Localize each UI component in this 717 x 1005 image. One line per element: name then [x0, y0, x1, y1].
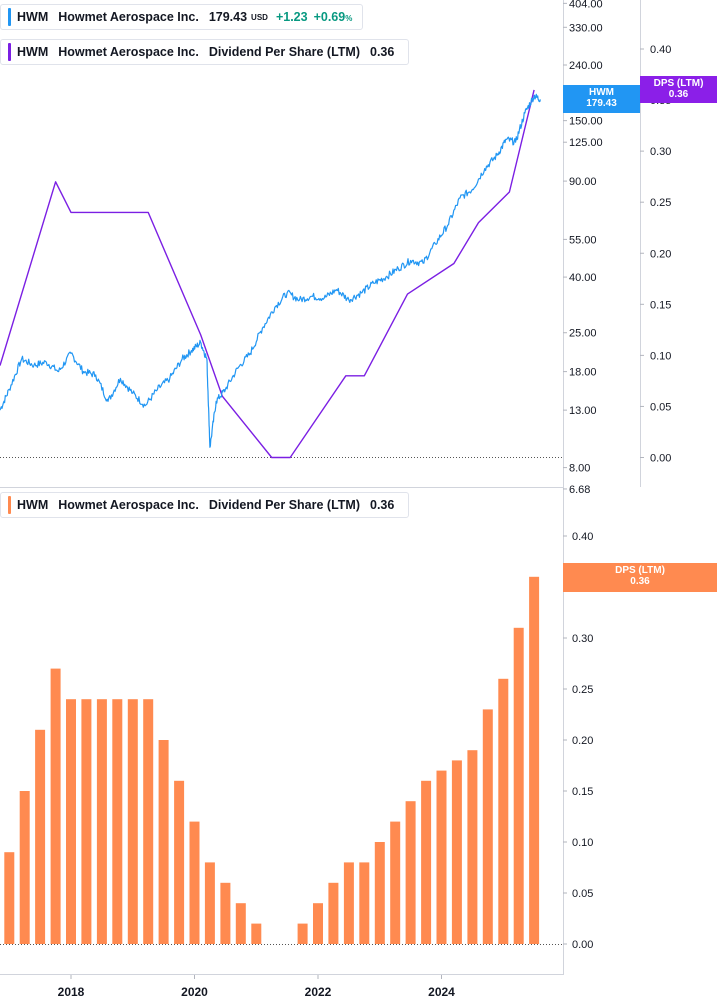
- dps-axis-label-top: 0.40: [650, 44, 671, 56]
- hwm-price-tag-symbol: HWM: [589, 87, 614, 98]
- dps-bar[interactable]: [405, 801, 416, 944]
- dps-legend-bottom-indicator: Dividend Per Share (LTM): [208, 498, 360, 512]
- bar-axis-label: 0.05: [572, 888, 593, 900]
- dps-legend-top[interactable]: HWM Howmet Aerospace Inc. Dividend Per S…: [0, 39, 410, 65]
- dps-legend-bottom-value: 0.36: [370, 498, 395, 512]
- price-axis-label: 150.00: [569, 116, 603, 128]
- dps-bar[interactable]: [66, 699, 76, 944]
- price-axis-label: 90.00: [569, 176, 597, 188]
- dps-legend-top-company: Howmet Aerospace Inc.: [58, 45, 199, 59]
- dps-legend-top-swatch: [8, 43, 11, 61]
- bar-axis-label: 0.15: [572, 786, 593, 798]
- dps-bar[interactable]: [112, 699, 123, 944]
- price-axis-label: 18.00: [569, 367, 597, 379]
- dps-bar[interactable]: [467, 750, 478, 944]
- dps-bar[interactable]: [297, 923, 308, 944]
- dps-bar[interactable]: [189, 821, 200, 944]
- time-axis-label: 2018: [58, 985, 85, 999]
- price-axis-label: 6.68: [569, 484, 590, 496]
- dps-legend-top-symbol: HWM: [17, 45, 49, 59]
- dps-bar[interactable]: [35, 729, 46, 944]
- dps-axis-label-top: 0.10: [650, 350, 671, 362]
- dps-axis-label-top: 0.00: [650, 453, 671, 465]
- bar-axis-label: 0.00: [572, 939, 593, 951]
- dps-tag-bottom-value: 0.36: [630, 576, 650, 587]
- dps-bar[interactable]: [421, 780, 432, 944]
- dps-bar[interactable]: [220, 882, 231, 944]
- price-axis-label: 240.00: [569, 60, 603, 72]
- dps-line[interactable]: [0, 89, 535, 459]
- dps-legend-top-indicator: Dividend Per Share (LTM): [208, 45, 360, 59]
- price-axis-label: 40.00: [569, 272, 597, 284]
- dps-axis-label-top: 0.05: [650, 401, 671, 413]
- price-legend-value: 179.43: [208, 10, 248, 24]
- dps-bar[interactable]: [498, 678, 509, 944]
- price-axis-label: 8.00: [569, 463, 590, 475]
- hwm-price-tag-value: 179.43: [586, 98, 617, 109]
- bar-axis-label: 0.20: [572, 735, 593, 747]
- price-axis-label: 125.00: [569, 137, 603, 149]
- price-legend[interactable]: HWM Howmet Aerospace Inc. 179.43 USD +1.…: [0, 4, 364, 30]
- price-axis-label: 13.00: [569, 405, 597, 417]
- price-legend-change: +1.23: [275, 10, 308, 24]
- dps-bar[interactable]: [50, 668, 61, 944]
- price-legend-company: Howmet Aerospace Inc.: [58, 10, 199, 24]
- hwm-price-line[interactable]: [0, 93, 541, 448]
- dps-bar[interactable]: [96, 699, 107, 944]
- price-axis-label: 55.00: [569, 234, 597, 246]
- time-axis-label: 2020: [181, 985, 208, 999]
- dps-bar[interactable]: [390, 821, 401, 944]
- dps-bar[interactable]: [451, 760, 462, 944]
- dps-legend-bottom-symbol: HWM: [17, 498, 49, 512]
- dps-bar[interactable]: [529, 576, 540, 944]
- dps-bar[interactable]: [313, 903, 323, 944]
- dps-legend-bottom-company: Howmet Aerospace Inc.: [58, 498, 199, 512]
- dps-bar[interactable]: [251, 923, 262, 944]
- dps-axis-label-top: 0.15: [650, 299, 671, 311]
- dps-bar[interactable]: [81, 699, 92, 944]
- dps-bar[interactable]: [204, 862, 215, 944]
- dps-bar[interactable]: [482, 709, 493, 944]
- dps-bar[interactable]: [127, 699, 138, 944]
- dps-bar[interactable]: [328, 882, 339, 944]
- dps-bar[interactable]: [359, 862, 370, 944]
- price-legend-currency: USD: [251, 12, 268, 22]
- dps-bar[interactable]: [174, 780, 185, 944]
- dps-axis-label-top: 0.20: [650, 248, 671, 260]
- dps-tag-top: DPS (LTM) 0.36: [640, 76, 717, 103]
- dps-bar[interactable]: [513, 627, 524, 944]
- dps-bar[interactable]: [235, 903, 246, 944]
- price-legend-symbol: HWM: [17, 10, 49, 24]
- time-axis-label: 2024: [428, 985, 455, 999]
- dps-bar[interactable]: [436, 770, 447, 944]
- bar-axis-label: 0.25: [572, 684, 593, 696]
- dps-legend-top-value: 0.36: [370, 45, 395, 59]
- dps-axis-label-top: 0.25: [650, 197, 671, 209]
- dps-axis-label-top: 0.30: [650, 146, 671, 158]
- dps-tag-top-value: 0.36: [668, 89, 689, 100]
- dps-tag-top-label: DPS (LTM): [653, 78, 704, 89]
- price-axis-label: 404.00: [569, 0, 603, 10]
- dps-bar[interactable]: [19, 791, 30, 944]
- dps-tag-bottom-label: DPS (LTM): [615, 565, 665, 576]
- dps-legend-bottom[interactable]: HWM Howmet Aerospace Inc. Dividend Per S…: [0, 492, 410, 518]
- hwm-price-tag: HWM 179.43: [563, 85, 640, 113]
- price-legend-swatch: [8, 8, 11, 26]
- time-axis-label: 2022: [305, 985, 332, 999]
- dps-bar[interactable]: [374, 842, 385, 944]
- price-axis-label: 25.00: [569, 328, 597, 340]
- price-axis-label: 330.00: [569, 22, 603, 34]
- dps-bar[interactable]: [4, 852, 15, 944]
- bar-axis-label: 0.30: [572, 633, 593, 645]
- dps-bar[interactable]: [343, 862, 354, 944]
- bar-axis-label: 0.10: [572, 837, 593, 849]
- dps-legend-bottom-swatch: [8, 496, 11, 514]
- price-legend-change-pct: +0.69%: [313, 10, 353, 24]
- dps-bar[interactable]: [158, 740, 169, 944]
- dps-bar[interactable]: [143, 699, 154, 944]
- bar-axis-label: 0.40: [572, 531, 593, 543]
- dps-tag-bottom: DPS (LTM) 0.36: [563, 563, 717, 592]
